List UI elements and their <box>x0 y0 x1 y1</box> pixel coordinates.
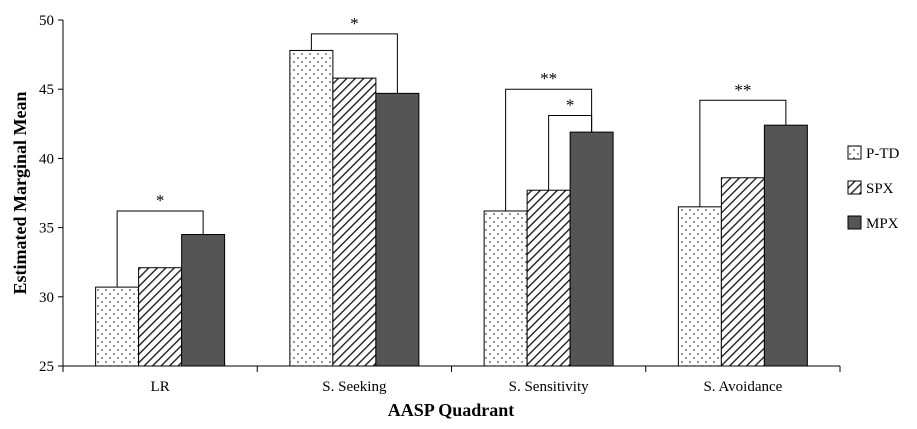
significance-label: ** <box>734 80 751 99</box>
bars <box>95 49 808 367</box>
legend-swatch <box>847 145 862 160</box>
y-tick-label: 45 <box>39 82 54 98</box>
bar-spx <box>720 177 765 367</box>
bar-spx <box>138 267 183 367</box>
y-tick-label: 30 <box>39 290 54 306</box>
bar-p-td <box>483 210 528 367</box>
significance-label: * <box>156 191 165 210</box>
bar-mpx <box>375 92 420 367</box>
bar-mpx <box>763 124 808 367</box>
significance-label: ** <box>540 69 557 88</box>
y-axis-title: Estimated Marginal Mean <box>10 92 30 295</box>
x-tick-label: S. Avoidance <box>703 379 782 395</box>
x-tick-label: S. Sensitivity <box>509 379 590 395</box>
axes: 25 30 35 40 45 50 LR S. Seeking S. Sensitivity S… <box>39 13 841 395</box>
significance-bracket <box>548 114 593 191</box>
y-tick-label: 50 <box>39 13 54 29</box>
legend-label: MPX <box>866 216 899 232</box>
legend: P-TD SPX MPX <box>847 145 900 232</box>
bar-spx <box>526 189 571 367</box>
significance-brackets: ******* <box>116 14 787 288</box>
x-tick-label: LR <box>151 379 170 395</box>
x-axis-title: AASP Quadrant <box>388 400 515 420</box>
significance-label: * <box>566 95 575 114</box>
y-tick-label: 25 <box>39 359 54 375</box>
legend-label: P-TD <box>866 146 900 162</box>
significance-label: * <box>350 14 359 33</box>
legend-label: SPX <box>866 181 894 197</box>
significance-bracket <box>310 33 398 94</box>
legend-swatch <box>847 180 862 195</box>
x-tick-label: S. Seeking <box>322 379 387 395</box>
bar-p-td <box>95 286 140 367</box>
bar-p-td <box>289 49 334 367</box>
y-tick-label: 35 <box>39 221 54 237</box>
significance-bracket <box>505 88 593 211</box>
bar-p-td <box>677 206 722 367</box>
bar-spx <box>332 77 377 367</box>
x-axis-ticks: LR S. Seeking S. Sensitivity S. Avoidance <box>62 366 841 395</box>
significance-bracket <box>116 210 204 288</box>
legend-swatch <box>847 215 862 230</box>
significance-bracket <box>699 99 787 207</box>
bar-mpx <box>181 234 226 367</box>
bar-mpx <box>569 131 614 367</box>
y-axis-ticks: 25 30 35 40 45 50 <box>39 13 63 375</box>
y-tick-label: 40 <box>39 151 54 167</box>
